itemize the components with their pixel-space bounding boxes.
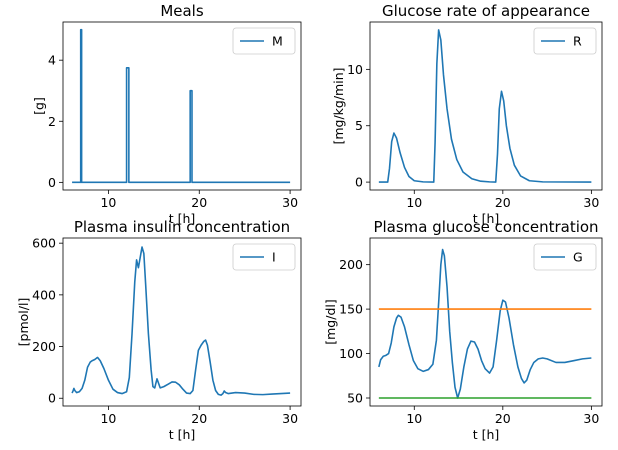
series-line-i: [71, 246, 291, 396]
y-tick-label: 5: [355, 118, 363, 133]
x-tick-label: 30: [282, 411, 298, 426]
legend: I: [232, 243, 296, 271]
plot-frame: [62, 237, 302, 407]
chart-panel-4: Plasma glucose concentration 10 20 30 50 100 1…: [323, 218, 603, 442]
x-tick-label: 20: [191, 195, 207, 210]
series-line-g: [378, 248, 592, 399]
y-tick-label: 400: [32, 287, 56, 302]
y-axis-label: [mg/kg/min]: [331, 67, 346, 144]
x-tick-label: 10: [406, 411, 422, 426]
legend: M: [232, 27, 296, 55]
x-tick-label: 10: [100, 195, 116, 210]
y-axis-label: [g]: [31, 97, 46, 115]
legend-label: I: [272, 250, 276, 265]
x-axis-label: t [h]: [169, 211, 196, 226]
y-tick-label: 0: [48, 391, 56, 406]
x-tick-label: 10: [406, 195, 422, 210]
x-tick-label: 20: [495, 195, 511, 210]
x-tick-label: 30: [583, 411, 599, 426]
x-axis-label: t [h]: [473, 211, 500, 226]
x-tick-label: 30: [282, 195, 298, 210]
y-axis-label: [pmol/l]: [16, 298, 31, 347]
x-tick-label: 30: [583, 195, 599, 210]
legend: R: [533, 27, 597, 55]
chart-title: Plasma glucose concentration: [373, 218, 598, 236]
legend: G: [533, 243, 597, 271]
y-tick-label: 4: [48, 53, 56, 68]
chart-title: Glucose rate of appearance: [382, 2, 590, 20]
y-tick-label: 0: [48, 175, 56, 190]
x-axis-label: t [h]: [473, 427, 500, 442]
y-tick-label: 200: [339, 257, 363, 272]
plot-frame: [369, 21, 603, 191]
chart-title: Meals: [160, 2, 204, 20]
legend-label: G: [573, 250, 583, 265]
y-axis-label: [mg/dl]: [323, 299, 338, 344]
y-tick-label: 150: [339, 302, 363, 317]
chart-panel-3: Plasma insulin concentration 10 20 30 0 200 40…: [16, 218, 302, 442]
chart-title: Plasma insulin concentration: [74, 218, 290, 236]
y-tick-label: 50: [347, 391, 363, 406]
y-tick-label: 10: [347, 62, 363, 77]
chart-panel-1: Meals 10 20 30 0 2 4 t [h] [g] M: [31, 2, 302, 226]
y-tick-label: 100: [339, 346, 363, 361]
legend-label: R: [573, 34, 582, 49]
series-line-m: [72, 28, 291, 184]
y-tick-label: 2: [48, 114, 56, 129]
y-tick-label: 0: [355, 175, 363, 190]
x-tick-label: 10: [100, 411, 116, 426]
x-tick-label: 20: [495, 411, 511, 426]
x-axis-label: t [h]: [169, 427, 196, 442]
plot-frame: [369, 237, 603, 407]
x-tick-label: 20: [191, 411, 207, 426]
series-line-r: [378, 29, 592, 183]
y-tick-label: 200: [32, 339, 56, 354]
plot-frame: [62, 21, 302, 191]
chart-panel-2: Glucose rate of appearance 10 20 30 0 5 10 t [h…: [331, 2, 603, 226]
y-tick-label: 600: [32, 236, 56, 251]
legend-label: M: [272, 34, 283, 49]
